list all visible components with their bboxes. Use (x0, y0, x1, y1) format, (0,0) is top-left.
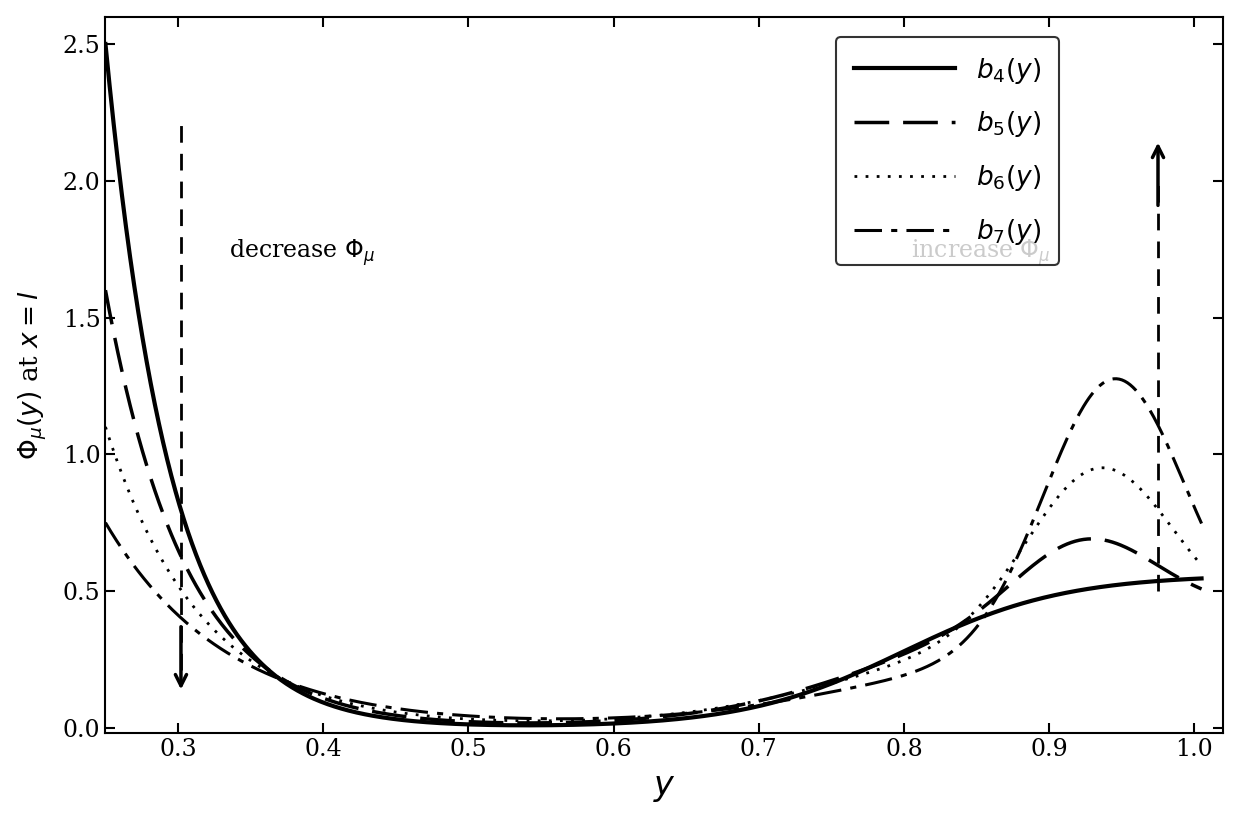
Text: decrease $\Phi_\mu$: decrease $\Phi_\mu$ (229, 237, 374, 268)
Legend: $b_4(y)$, $b_5(y)$, $b_6(y)$, $b_7(y)$: $b_4(y)$, $b_5(y)$, $b_6(y)$, $b_7(y)$ (836, 37, 1059, 265)
X-axis label: $y$: $y$ (653, 773, 676, 805)
Text: increase $\Phi_\mu$: increase $\Phi_\mu$ (911, 237, 1050, 268)
Y-axis label: $\Phi_\mu(y)$ at $x=l$: $\Phi_\mu(y)$ at $x=l$ (16, 290, 48, 460)
